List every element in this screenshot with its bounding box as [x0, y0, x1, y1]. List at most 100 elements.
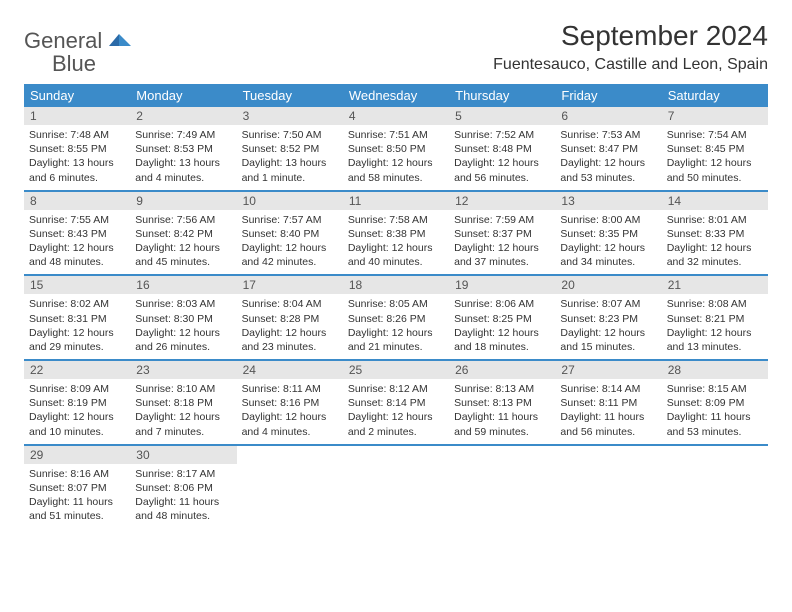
day-number: 25	[343, 361, 449, 379]
day-number: 1	[24, 107, 130, 125]
day-details: Sunrise: 7:59 AMSunset: 8:37 PMDaylight:…	[449, 210, 555, 275]
month-title: September 2024	[493, 20, 768, 52]
header: General Blue September 2024 Fuentesauco,…	[24, 20, 768, 76]
logo-icon	[109, 35, 131, 52]
calendar: Sunday Monday Tuesday Wednesday Thursday…	[24, 84, 768, 528]
day-number: 20	[555, 276, 661, 294]
day-details: Sunrise: 8:12 AMSunset: 8:14 PMDaylight:…	[343, 379, 449, 444]
day-number: 27	[555, 361, 661, 379]
day-details: Sunrise: 7:48 AMSunset: 8:55 PMDaylight:…	[24, 125, 130, 190]
day-cell: 25Sunrise: 8:12 AMSunset: 8:14 PMDayligh…	[343, 361, 449, 444]
day-details: Sunrise: 7:53 AMSunset: 8:47 PMDaylight:…	[555, 125, 661, 190]
day-details: Sunrise: 7:56 AMSunset: 8:42 PMDaylight:…	[130, 210, 236, 275]
day-cell	[449, 446, 555, 529]
day-cell: 4Sunrise: 7:51 AMSunset: 8:50 PMDaylight…	[343, 107, 449, 190]
day-number: 14	[662, 192, 768, 210]
day-number: 2	[130, 107, 236, 125]
day-number: 28	[662, 361, 768, 379]
day-number: 29	[24, 446, 130, 464]
day-details: Sunrise: 8:02 AMSunset: 8:31 PMDaylight:…	[24, 294, 130, 359]
day-details: Sunrise: 7:54 AMSunset: 8:45 PMDaylight:…	[662, 125, 768, 190]
day-header-row: Sunday Monday Tuesday Wednesday Thursday…	[24, 84, 768, 107]
day-details: Sunrise: 8:14 AMSunset: 8:11 PMDaylight:…	[555, 379, 661, 444]
day-details: Sunrise: 8:06 AMSunset: 8:25 PMDaylight:…	[449, 294, 555, 359]
week-row: 15Sunrise: 8:02 AMSunset: 8:31 PMDayligh…	[24, 276, 768, 361]
day-number: 19	[449, 276, 555, 294]
week-row: 22Sunrise: 8:09 AMSunset: 8:19 PMDayligh…	[24, 361, 768, 446]
day-details: Sunrise: 7:58 AMSunset: 8:38 PMDaylight:…	[343, 210, 449, 275]
logo-word1: General	[24, 28, 102, 53]
day-details: Sunrise: 8:09 AMSunset: 8:19 PMDaylight:…	[24, 379, 130, 444]
day-cell: 12Sunrise: 7:59 AMSunset: 8:37 PMDayligh…	[449, 192, 555, 275]
day-header-tuesday: Tuesday	[237, 84, 343, 107]
day-cell: 21Sunrise: 8:08 AMSunset: 8:21 PMDayligh…	[662, 276, 768, 359]
day-number: 8	[24, 192, 130, 210]
day-cell: 23Sunrise: 8:10 AMSunset: 8:18 PMDayligh…	[130, 361, 236, 444]
day-details: Sunrise: 7:55 AMSunset: 8:43 PMDaylight:…	[24, 210, 130, 275]
day-number: 11	[343, 192, 449, 210]
day-cell: 13Sunrise: 8:00 AMSunset: 8:35 PMDayligh…	[555, 192, 661, 275]
day-cell: 30Sunrise: 8:17 AMSunset: 8:06 PMDayligh…	[130, 446, 236, 529]
week-row: 8Sunrise: 7:55 AMSunset: 8:43 PMDaylight…	[24, 192, 768, 277]
day-details: Sunrise: 7:52 AMSunset: 8:48 PMDaylight:…	[449, 125, 555, 190]
day-number: 13	[555, 192, 661, 210]
day-header-friday: Friday	[555, 84, 661, 107]
day-cell	[662, 446, 768, 529]
day-details: Sunrise: 8:10 AMSunset: 8:18 PMDaylight:…	[130, 379, 236, 444]
day-cell: 18Sunrise: 8:05 AMSunset: 8:26 PMDayligh…	[343, 276, 449, 359]
day-cell	[555, 446, 661, 529]
calendar-page: General Blue September 2024 Fuentesauco,…	[0, 0, 792, 548]
day-number	[662, 446, 768, 464]
title-block: September 2024 Fuentesauco, Castille and…	[493, 20, 768, 74]
day-cell: 9Sunrise: 7:56 AMSunset: 8:42 PMDaylight…	[130, 192, 236, 275]
day-number: 3	[237, 107, 343, 125]
day-cell: 20Sunrise: 8:07 AMSunset: 8:23 PMDayligh…	[555, 276, 661, 359]
day-cell: 6Sunrise: 7:53 AMSunset: 8:47 PMDaylight…	[555, 107, 661, 190]
day-details: Sunrise: 8:15 AMSunset: 8:09 PMDaylight:…	[662, 379, 768, 444]
day-details: Sunrise: 8:05 AMSunset: 8:26 PMDaylight:…	[343, 294, 449, 359]
day-number: 23	[130, 361, 236, 379]
day-number	[237, 446, 343, 464]
day-number: 7	[662, 107, 768, 125]
day-number: 15	[24, 276, 130, 294]
day-cell	[237, 446, 343, 529]
weeks-container: 1Sunrise: 7:48 AMSunset: 8:55 PMDaylight…	[24, 107, 768, 528]
day-details: Sunrise: 8:07 AMSunset: 8:23 PMDaylight:…	[555, 294, 661, 359]
day-cell: 5Sunrise: 7:52 AMSunset: 8:48 PMDaylight…	[449, 107, 555, 190]
day-cell: 15Sunrise: 8:02 AMSunset: 8:31 PMDayligh…	[24, 276, 130, 359]
day-number: 10	[237, 192, 343, 210]
day-number: 4	[343, 107, 449, 125]
day-cell: 7Sunrise: 7:54 AMSunset: 8:45 PMDaylight…	[662, 107, 768, 190]
day-details: Sunrise: 8:00 AMSunset: 8:35 PMDaylight:…	[555, 210, 661, 275]
day-cell: 17Sunrise: 8:04 AMSunset: 8:28 PMDayligh…	[237, 276, 343, 359]
day-cell: 3Sunrise: 7:50 AMSunset: 8:52 PMDaylight…	[237, 107, 343, 190]
logo-text: General Blue	[24, 30, 131, 76]
day-details: Sunrise: 8:03 AMSunset: 8:30 PMDaylight:…	[130, 294, 236, 359]
day-number: 22	[24, 361, 130, 379]
day-cell: 24Sunrise: 8:11 AMSunset: 8:16 PMDayligh…	[237, 361, 343, 444]
location: Fuentesauco, Castille and Leon, Spain	[493, 56, 768, 74]
day-details: Sunrise: 8:16 AMSunset: 8:07 PMDaylight:…	[24, 464, 130, 529]
day-cell: 2Sunrise: 7:49 AMSunset: 8:53 PMDaylight…	[130, 107, 236, 190]
day-number: 18	[343, 276, 449, 294]
day-header-monday: Monday	[130, 84, 236, 107]
day-cell: 27Sunrise: 8:14 AMSunset: 8:11 PMDayligh…	[555, 361, 661, 444]
day-number	[343, 446, 449, 464]
day-number: 5	[449, 107, 555, 125]
day-header-sunday: Sunday	[24, 84, 130, 107]
day-details: Sunrise: 7:57 AMSunset: 8:40 PMDaylight:…	[237, 210, 343, 275]
day-number	[449, 446, 555, 464]
day-details: Sunrise: 8:01 AMSunset: 8:33 PMDaylight:…	[662, 210, 768, 275]
day-number: 9	[130, 192, 236, 210]
day-number: 30	[130, 446, 236, 464]
day-cell: 29Sunrise: 8:16 AMSunset: 8:07 PMDayligh…	[24, 446, 130, 529]
day-number: 16	[130, 276, 236, 294]
day-cell: 28Sunrise: 8:15 AMSunset: 8:09 PMDayligh…	[662, 361, 768, 444]
day-details: Sunrise: 7:49 AMSunset: 8:53 PMDaylight:…	[130, 125, 236, 190]
day-number	[555, 446, 661, 464]
day-details: Sunrise: 8:04 AMSunset: 8:28 PMDaylight:…	[237, 294, 343, 359]
day-number: 6	[555, 107, 661, 125]
day-number: 24	[237, 361, 343, 379]
day-details: Sunrise: 8:13 AMSunset: 8:13 PMDaylight:…	[449, 379, 555, 444]
day-number: 12	[449, 192, 555, 210]
